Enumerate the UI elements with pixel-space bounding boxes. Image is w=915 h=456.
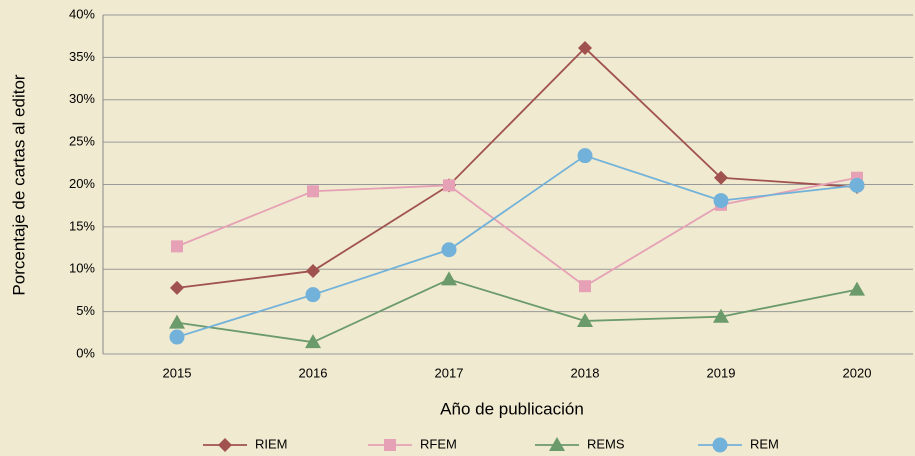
legend-marker [384, 439, 396, 451]
y-tick-label: 20% [69, 176, 95, 191]
marker [849, 281, 865, 296]
marker [305, 334, 321, 349]
x-tick-label: 2017 [435, 365, 464, 380]
x-tick-label: 2020 [843, 365, 872, 380]
marker [713, 193, 729, 209]
legend-label: RIEM [255, 436, 288, 451]
y-tick-label: 15% [69, 218, 95, 233]
series-line [176, 154, 858, 338]
y-tick-label: 30% [69, 91, 95, 106]
y-tick-label: 0% [76, 345, 95, 360]
marker [170, 280, 184, 295]
marker [441, 271, 457, 286]
x-axis-title: Año de publicación [440, 399, 584, 418]
marker [577, 148, 593, 164]
y-tick-label: 35% [69, 49, 95, 64]
marker [305, 287, 321, 303]
y-axis-title: Porcentaje de cartas al editor [9, 74, 28, 295]
legend-label: RFEM [420, 436, 457, 451]
marker [169, 314, 185, 329]
marker [169, 329, 185, 345]
marker [441, 242, 457, 258]
legend-marker [712, 437, 728, 453]
marker [713, 308, 729, 323]
y-tick-label: 10% [69, 261, 95, 276]
legend-label: REMS [587, 436, 625, 451]
series-line [176, 176, 858, 288]
x-tick-label: 2016 [299, 365, 328, 380]
legend-marker [549, 437, 565, 451]
legend-marker [218, 438, 232, 452]
marker [849, 177, 865, 193]
marker [577, 312, 593, 327]
y-tick-label: 25% [69, 134, 95, 149]
y-tick-label: 5% [76, 303, 95, 318]
marker [579, 280, 591, 293]
series-line [176, 278, 858, 344]
marker [578, 41, 592, 56]
marker [306, 263, 320, 278]
marker [171, 240, 183, 253]
x-tick-label: 2018 [571, 365, 600, 380]
marker [714, 170, 728, 185]
x-tick-label: 2019 [707, 365, 736, 380]
legend-label: REM [750, 436, 779, 451]
x-tick-label: 2015 [163, 365, 192, 380]
series-line [176, 46, 858, 289]
marker [443, 179, 455, 192]
y-tick-label: 40% [69, 6, 95, 21]
marker [307, 185, 319, 198]
